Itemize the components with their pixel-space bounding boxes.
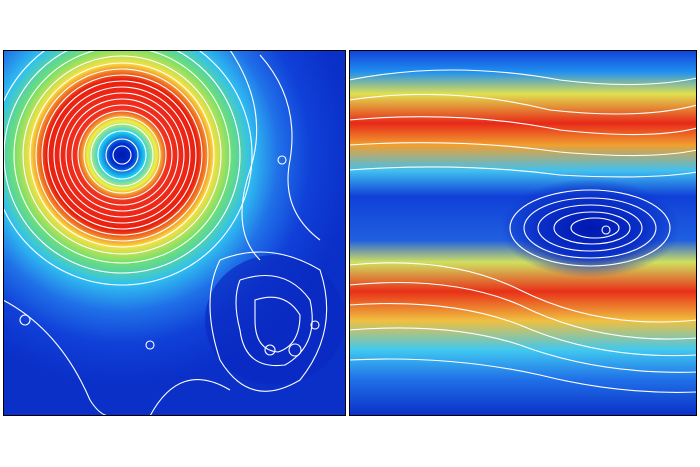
right-streamlines	[349, 69, 697, 393]
right-frame	[349, 50, 697, 416]
left-streamlines	[3, 50, 328, 416]
left-frame	[3, 50, 346, 416]
right-panel	[349, 50, 697, 416]
left-eddy	[205, 255, 345, 385]
right-eddy	[480, 178, 697, 278]
left-panel	[3, 50, 346, 416]
